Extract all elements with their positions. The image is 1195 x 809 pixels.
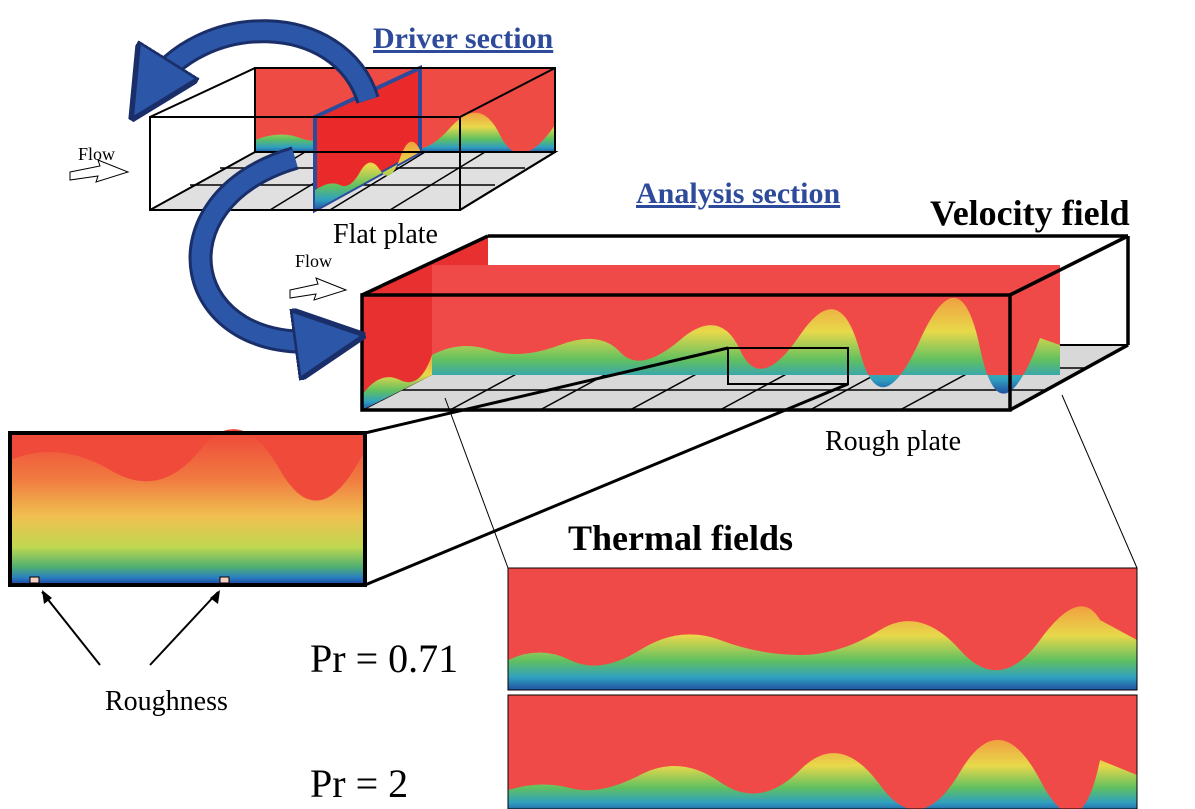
thermal-fields-label: Thermal fields xyxy=(568,518,793,558)
velocity-field-label: Velocity field xyxy=(930,193,1130,233)
driver-section-label: Driver section xyxy=(373,22,554,55)
prandtl-label: Pr = 2 xyxy=(310,761,408,806)
prandtl-label: Pr = 0.71 xyxy=(310,636,458,681)
flow-arrow xyxy=(290,278,346,300)
analysis-section-label: Analysis section xyxy=(636,177,841,210)
flow-label: Flow xyxy=(78,144,115,164)
flat-plate-label: Flat plate xyxy=(333,219,438,250)
zoom-inset xyxy=(10,429,365,665)
thermal-panels xyxy=(508,568,1137,809)
rough-plate-label: Rough plate xyxy=(825,426,961,457)
analysis-box xyxy=(362,236,1128,410)
roughness-label: Roughness xyxy=(105,686,228,717)
flow-label: Flow xyxy=(295,251,332,271)
diagram: Driver section Analysis section Velocity… xyxy=(0,0,1195,809)
